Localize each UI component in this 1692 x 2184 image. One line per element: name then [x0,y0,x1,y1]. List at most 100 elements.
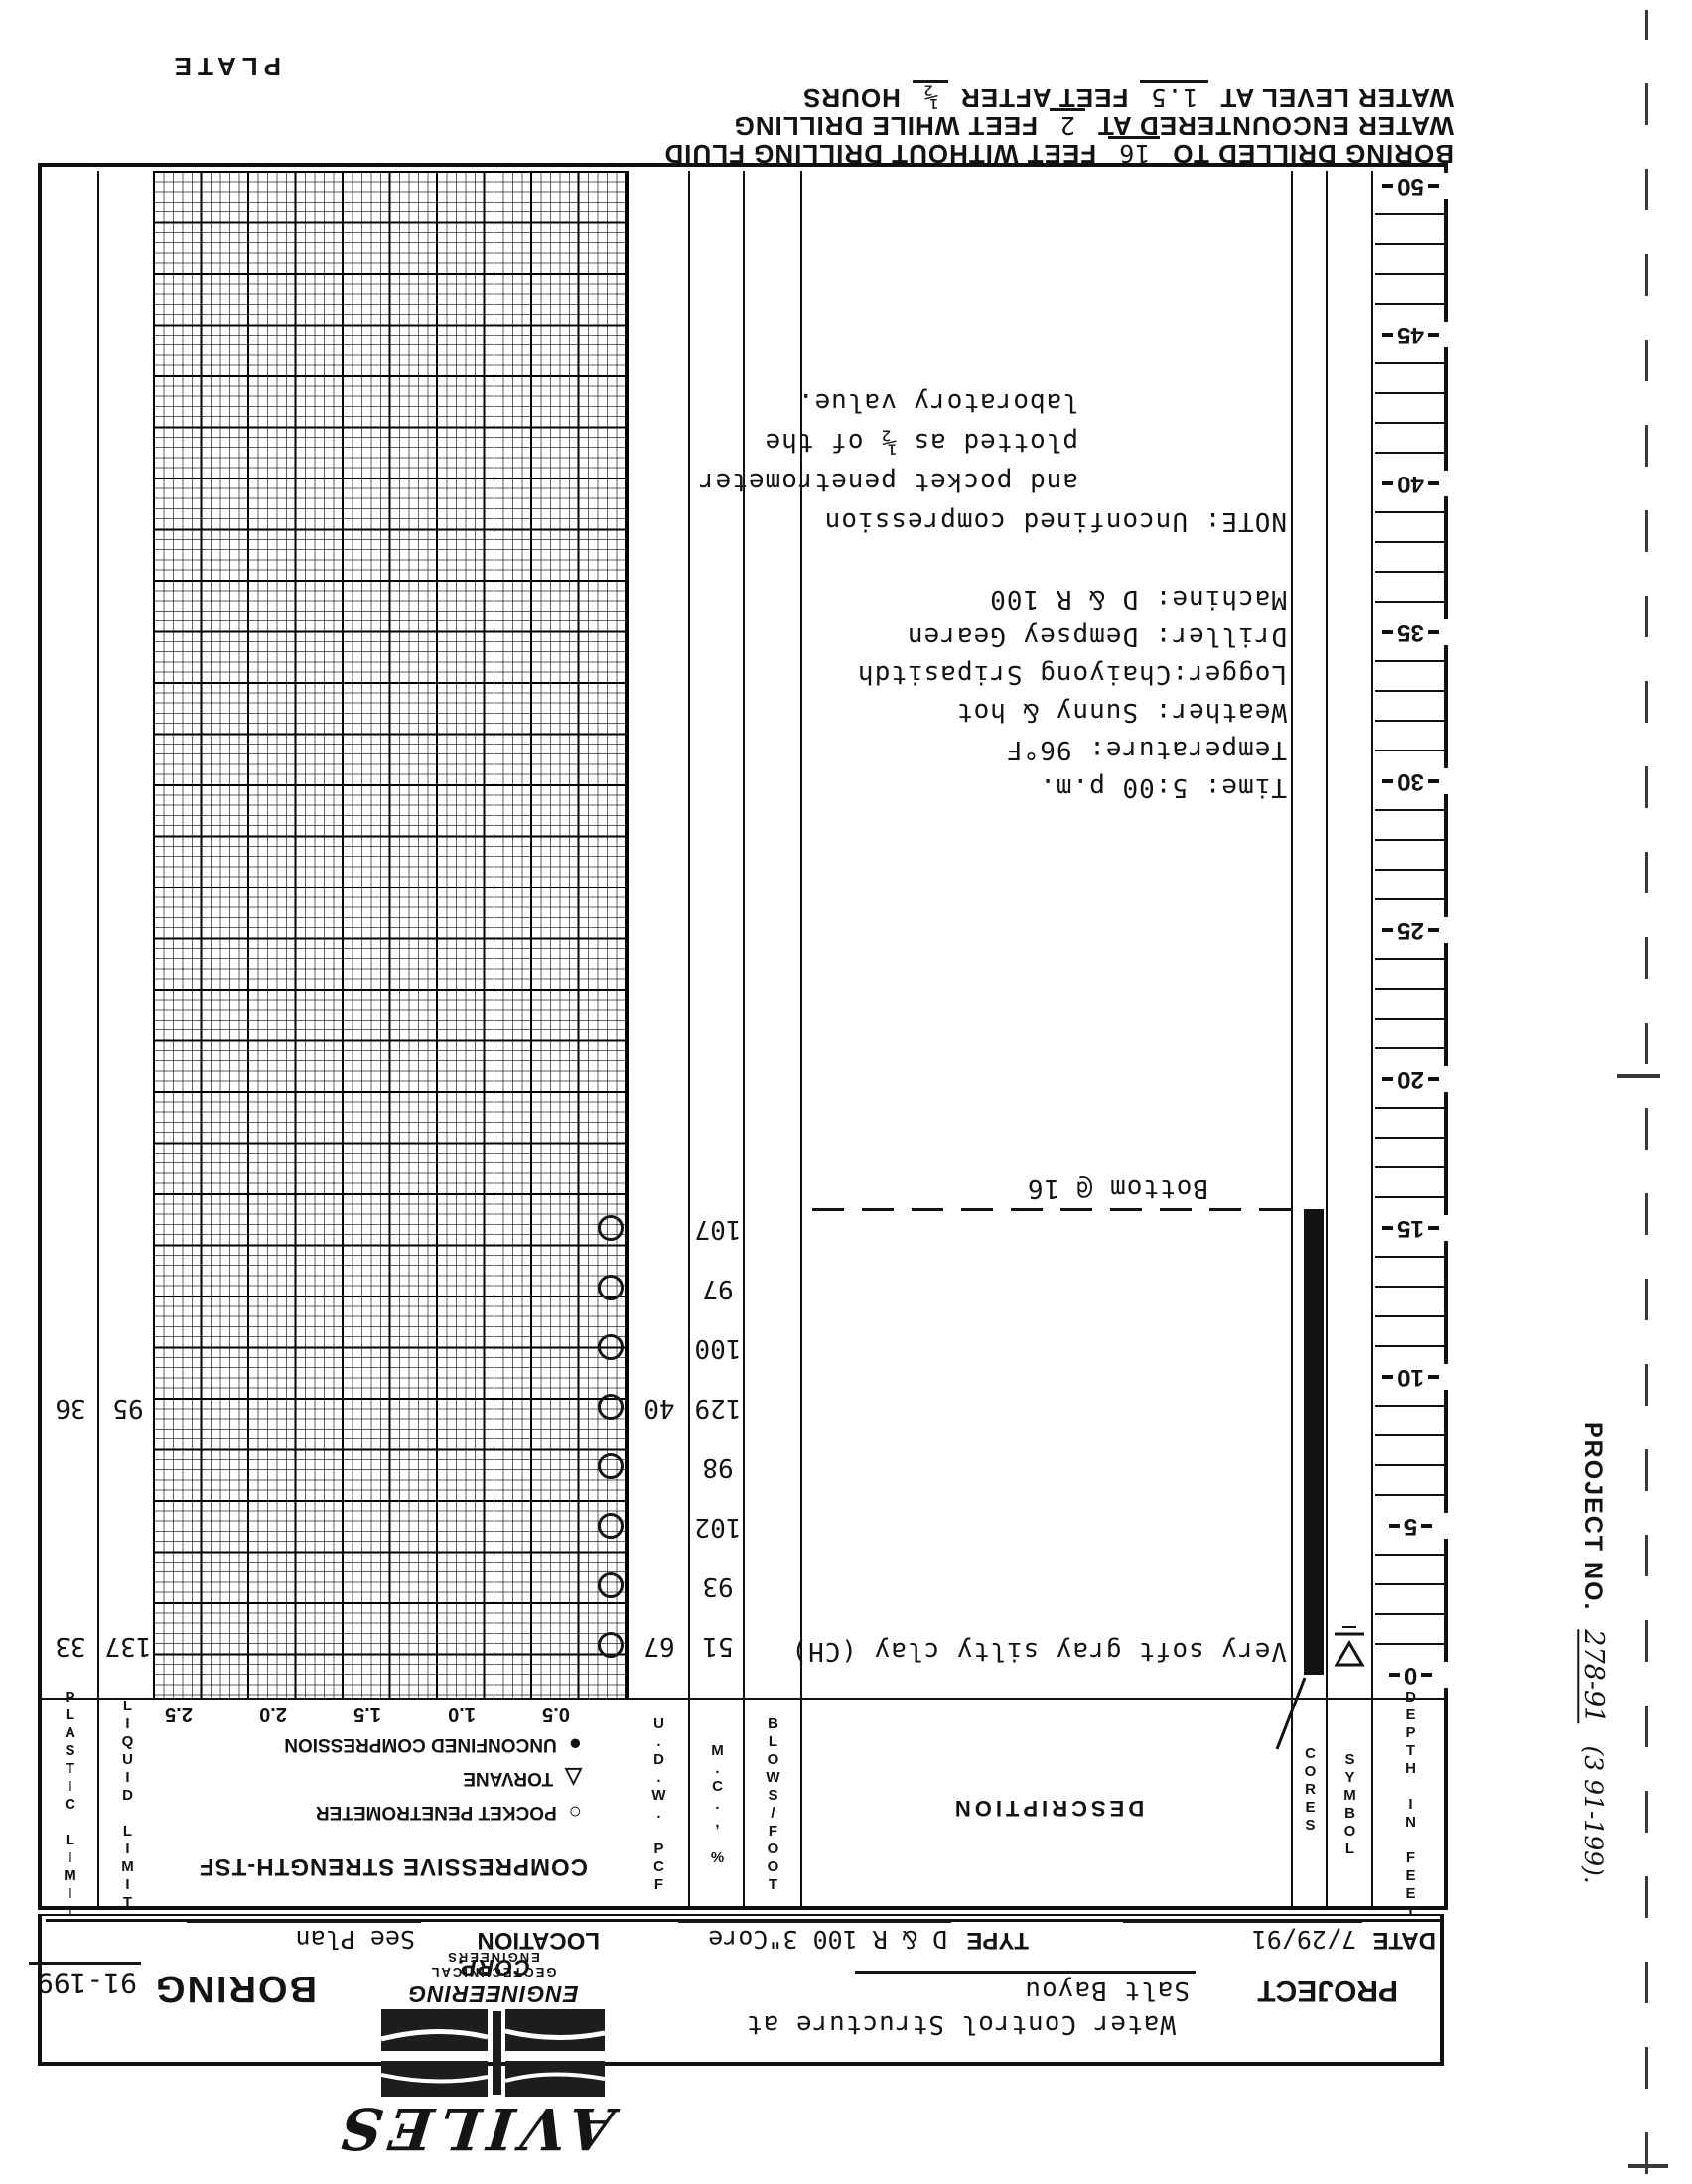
depth-tick [1375,1613,1446,1615]
depth-label: 25 [1373,917,1448,944]
moisture-content-value: 93 [702,1571,734,1601]
project-no-extra: (3 91-199). [1579,1745,1608,1884]
margin-tick-mark [1628,2164,1668,2168]
depth-tick [1375,1583,1446,1585]
field-note-line: Logger:Chaiyong Sripasitdh [857,659,1287,689]
drilling-note-text: HOURS [802,83,901,113]
depth-label-dash [1382,1077,1394,1081]
depth-label: 10 [1373,1364,1448,1391]
field-note-line: Time: 5:00 p.m. [1039,772,1287,802]
depth-tick [1375,750,1446,751]
depth-tick [1375,1405,1446,1407]
field-note-line: Weather: Sunny & hot [955,697,1287,727]
moisture-content-value: 129 [694,1393,742,1423]
drilling-note-text: FEET WITHOUT DRILLING FLUID [663,139,1097,169]
depth-label-dash [1382,779,1394,783]
depth-label: 15 [1373,1215,1448,1242]
project-no-value: 278-91 [1578,1629,1609,1724]
drilling-note-text: FEET WHILE DRILLING [733,111,1038,141]
legend-item-torvane-symbol: △ TORVANE [463,1766,582,1791]
date-value: 7/29/91 [1122,1920,1362,1954]
depth-label: 35 [1373,619,1448,646]
field-note-line: Driller: Dempsey Gearen [906,621,1287,651]
drilling-note-value: ½ [912,80,948,112]
liquid-limit-value: 137 [104,1631,152,1661]
unconfined-compression-symbol: ● [568,1732,582,1757]
margin-fold-dashed-line [1645,10,1648,2174]
pocket-penetrometer-point [598,1453,624,1479]
plastic-limit-value: 33 [55,1631,86,1661]
depth-label-number: 0 [1403,1662,1418,1689]
depth-label-dash [1382,1226,1394,1230]
depth-tick [1375,809,1446,811]
depth-tick [1375,541,1446,543]
field-note-line: Temperature: 96°F [1005,735,1287,764]
drilling-note-text: WATER LEVEL AT [1219,83,1454,113]
depth-tick [1375,1107,1446,1109]
field-note-line: Machine: D & R 100 [989,584,1287,614]
depth-tick [1375,303,1446,305]
depth-label-dash [1382,184,1394,188]
depth-tick [1375,958,1446,960]
depth-tick [1375,601,1446,603]
moisture-content-value: 107 [694,1214,742,1244]
depth-tick [1375,720,1446,722]
depth-label-dash [1427,184,1439,188]
depth-label: 40 [1373,471,1448,497]
legend-label: POCKET PENETROMETER [315,1802,557,1823]
depth-label-dash [1382,630,1394,634]
legend-label: TORVANE [463,1768,554,1789]
col-depth-in-feet: DEPTH IN FEET [1402,1689,1419,1921]
pocket-penetrometer-point [598,1275,624,1300]
column-line [97,171,99,1910]
bottom-of-boring-dashed-line [802,1208,1291,1211]
depth-label-dash [1427,333,1439,337]
lab-note-line: laboratory value. [796,387,1078,417]
depth-label-number: 35 [1397,619,1424,646]
depth-label-dash [1382,333,1394,337]
type-label: TYPE [966,1927,1029,1954]
depth-tick [1375,511,1446,513]
strength-scale-value: 1.5 [351,1703,384,1725]
depth-label-dash [1421,1673,1433,1677]
col-plastic-limit: PLASTIC LIMIT [62,1689,79,1921]
depth-tick [1375,690,1446,692]
depth-label-number: 25 [1397,917,1424,944]
strength-scale-value: 0.5 [539,1703,573,1725]
unit-dry-weight-value: 67 [643,1631,675,1661]
depth-tick [1375,898,1446,900]
depth-tick [1375,1256,1446,1258]
legend-label: UNCONFINED COMPRESSION [284,1734,557,1755]
depth-tick [1375,213,1446,215]
depth-label-dash [1427,1375,1439,1379]
depth-tick [1375,1345,1446,1347]
depth-tick [1375,243,1446,245]
type-value: D & R 100 3"Core [678,1920,951,1954]
moisture-content-value: 102 [694,1512,742,1542]
strength-column-title: COMPRESSIVE STRENGTH-TSF [198,1853,589,1880]
drilling-note-text: FEET AFTER [959,83,1129,113]
depth-tick [1375,869,1446,871]
pocket-penetrometer-point [598,1334,624,1360]
depth-tick [1375,1166,1446,1168]
drilling-note-line: WATER LEVEL AT 1.5 FEET AFTER ½ HOURS [802,80,1454,113]
lab-note-line: NOTE: Unconfined compression [823,506,1287,536]
col-blows-foot: BLOWS/FOOT [765,1715,782,1894]
depth-label-number: 5 [1403,1513,1418,1540]
strength-graph-grid [153,171,629,1700]
depth-label-number: 20 [1397,1066,1424,1093]
stratum-description: Very soft gray silty clay (CH) [790,1636,1287,1666]
torvane-symbol: △ [565,1766,582,1791]
depth-tick [1375,1434,1446,1436]
water-level-symbol [1334,1626,1365,1667]
depth-tick [1375,1315,1446,1317]
column-line [1291,171,1293,1910]
boring-label: BORING [154,1968,317,2009]
depth-label-number: 10 [1397,1364,1424,1391]
bottom-of-boring-note: Bottom @ 16 [1026,1173,1208,1203]
depth-tick [1375,988,1446,990]
core-recovery-bar [1304,1209,1324,1675]
depth-label: 50 [1373,173,1448,200]
depth-label-dash [1382,928,1394,932]
